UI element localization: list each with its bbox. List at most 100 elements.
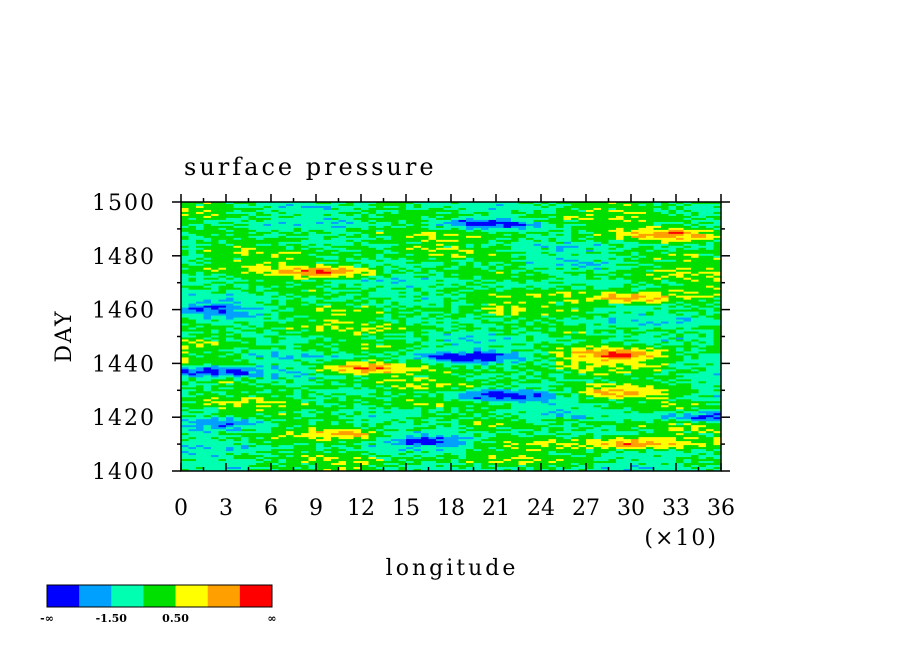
heatmap-cell [278,255,317,259]
heatmap-cell [526,433,535,436]
heatmap-cell [616,293,632,297]
heatmap-cell [361,385,377,388]
heatmap-cell [286,337,317,341]
heatmap-cell [526,395,535,398]
heatmap-cell [601,263,617,267]
heatmap-cell [623,235,632,239]
heatmap-cell [706,429,715,432]
heatmap-cell [413,223,430,227]
heatmap-cell [488,263,497,267]
heatmap-cell [556,263,565,267]
heatmap-cell [661,363,670,366]
heatmap-cell [338,399,347,402]
heatmap-cell [413,427,437,430]
heatmap-cell [211,239,220,243]
heatmap-cell [601,293,610,297]
heatmap-cell [338,267,347,271]
heatmap-cell [713,307,721,311]
heatmap-cell [713,243,721,247]
heatmap-cell [203,411,220,414]
heatmap-cell [391,305,400,309]
heatmap-cell [623,249,647,253]
heatmap-cell [316,221,325,225]
heatmap-cell [488,437,565,440]
heatmap-cell [271,363,280,366]
heatmap-cell [293,397,302,400]
heatmap-cell [623,437,640,440]
heatmap-cell [706,215,721,219]
heatmap-cell [533,349,542,353]
heatmap-cell [616,227,625,231]
heatmap-cell [548,443,557,446]
heatmap-cell [308,335,325,339]
heatmap-cell [211,415,220,418]
heatmap-cell [691,379,721,382]
heatmap-cell [653,323,662,327]
heatmap-cell [623,389,670,392]
heatmap-cell [556,309,565,313]
heatmap-cell [278,351,325,355]
heatmap-cell [578,215,617,219]
heatmap-cell [308,443,317,446]
heatmap-cell [233,309,272,313]
heatmap-cell [608,239,625,243]
heatmap-cell [188,409,220,412]
heatmap-cell [353,423,362,426]
heatmap-cell [353,263,362,267]
heatmap-cell [361,369,377,372]
heatmap-cell [518,353,535,357]
heatmap-cell [661,339,670,343]
heatmap-cell [391,281,400,285]
heatmap-cell [616,461,677,464]
heatmap-cell [473,409,497,412]
heatmap-cell [541,279,632,283]
heatmap-cell [368,227,430,231]
heatmap-cell [488,391,505,394]
heatmap-cell [511,263,527,267]
heatmap-cell [188,259,197,263]
heatmap-cell [691,317,715,321]
heatmap-cell [211,303,235,307]
heatmap-cell [233,293,257,297]
heatmap-cell [211,379,235,382]
heatmap-cell [683,465,692,468]
heatmap-cell [481,359,497,362]
heatmap-cell [368,455,377,458]
heatmap-cell [181,299,205,303]
heatmap-cell [293,455,302,458]
heatmap-cell [563,241,572,245]
heatmap-cell [331,337,362,341]
heatmap-cell [713,449,721,452]
heatmap-cell [361,453,370,456]
heatmap-cell [653,311,670,315]
heatmap-cell [638,237,677,241]
heatmap-cell [608,217,625,221]
heatmap-cell [181,439,190,442]
heatmap-cell [368,265,377,269]
heatmap-cell [233,221,280,225]
heatmap-cell [451,329,460,333]
heatmap-cell [458,209,512,213]
heatmap-cell [428,237,437,241]
heatmap-cell [451,305,460,309]
heatmap-cell [646,269,655,273]
heatmap-cell [353,367,370,370]
heatmap-cell [181,265,242,269]
heatmap-cell [256,331,265,335]
heatmap-cell [511,343,527,347]
heatmap-cell [556,433,572,436]
heatmap-cell [593,213,670,217]
heatmap-cell [578,265,587,269]
heatmap-cell [353,443,370,446]
heatmap-cell [661,291,685,295]
heatmap-cell [346,329,362,333]
heatmap-cell [406,305,415,309]
heatmap-cell [361,401,370,404]
heatmap-cell [188,353,197,357]
heatmap-cell [571,411,625,414]
heatmap-cell [271,445,280,448]
heatmap-cell [256,337,272,341]
heatmap-cell [241,245,287,249]
heatmap-cell [421,345,430,349]
heatmap-cell [353,283,362,287]
